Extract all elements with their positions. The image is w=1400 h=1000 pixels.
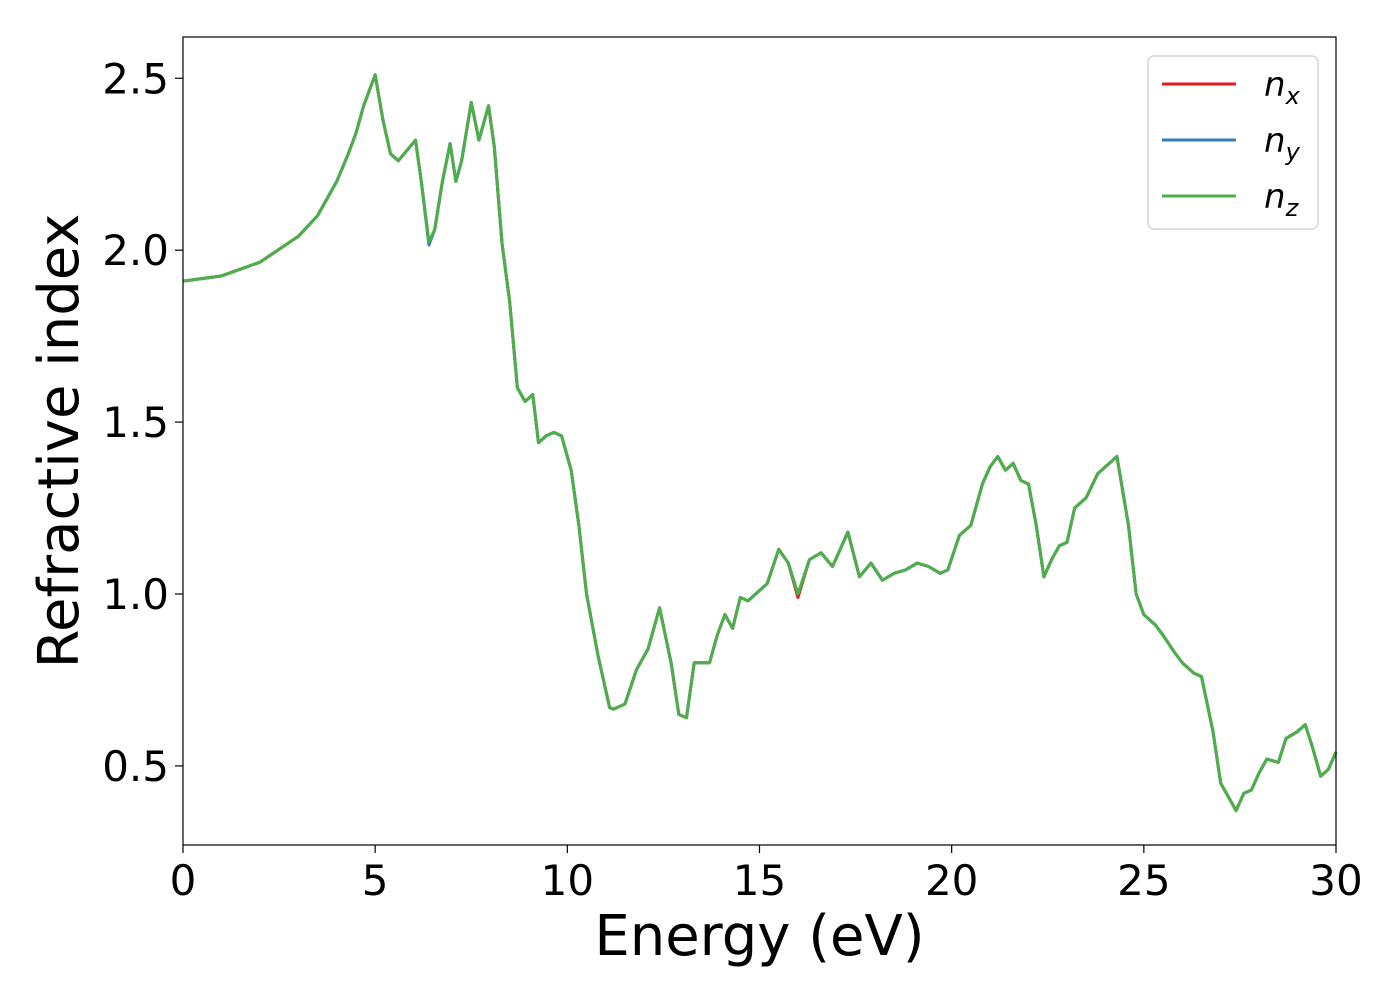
legend-label: nz [1264, 177, 1300, 222]
legend-label: nx [1264, 65, 1301, 110]
y-axis-ticks: 0.5 1.0 1.5 2.0 2.5 [102, 54, 183, 791]
y-tick-label: 1.0 [102, 570, 169, 619]
legend-box [1147, 55, 1319, 230]
y-axis-label: Refractive index [27, 214, 92, 669]
x-tick-label: 10 [541, 856, 594, 905]
x-axis-label: Energy (eV) [594, 904, 924, 969]
x-tick-label: 15 [733, 856, 786, 905]
legend: nx ny nz [1147, 55, 1319, 230]
x-tick-label: 25 [1117, 856, 1170, 905]
x-tick-label: 30 [1309, 856, 1362, 905]
y-tick-label: 2.0 [102, 226, 169, 275]
series-layer [182, 73, 1338, 813]
y-tick-label: 1.5 [102, 398, 169, 447]
legend-label: ny [1264, 121, 1301, 166]
series-line-nz [182, 73, 1338, 813]
x-tick-label: 20 [925, 856, 978, 905]
x-axis-ticks: 0 5 10 15 20 25 30 [170, 845, 1363, 905]
x-tick-label: 0 [170, 856, 197, 905]
y-tick-label: 0.5 [102, 742, 169, 791]
y-tick-label: 2.5 [102, 54, 169, 103]
x-tick-label: 5 [362, 856, 389, 905]
